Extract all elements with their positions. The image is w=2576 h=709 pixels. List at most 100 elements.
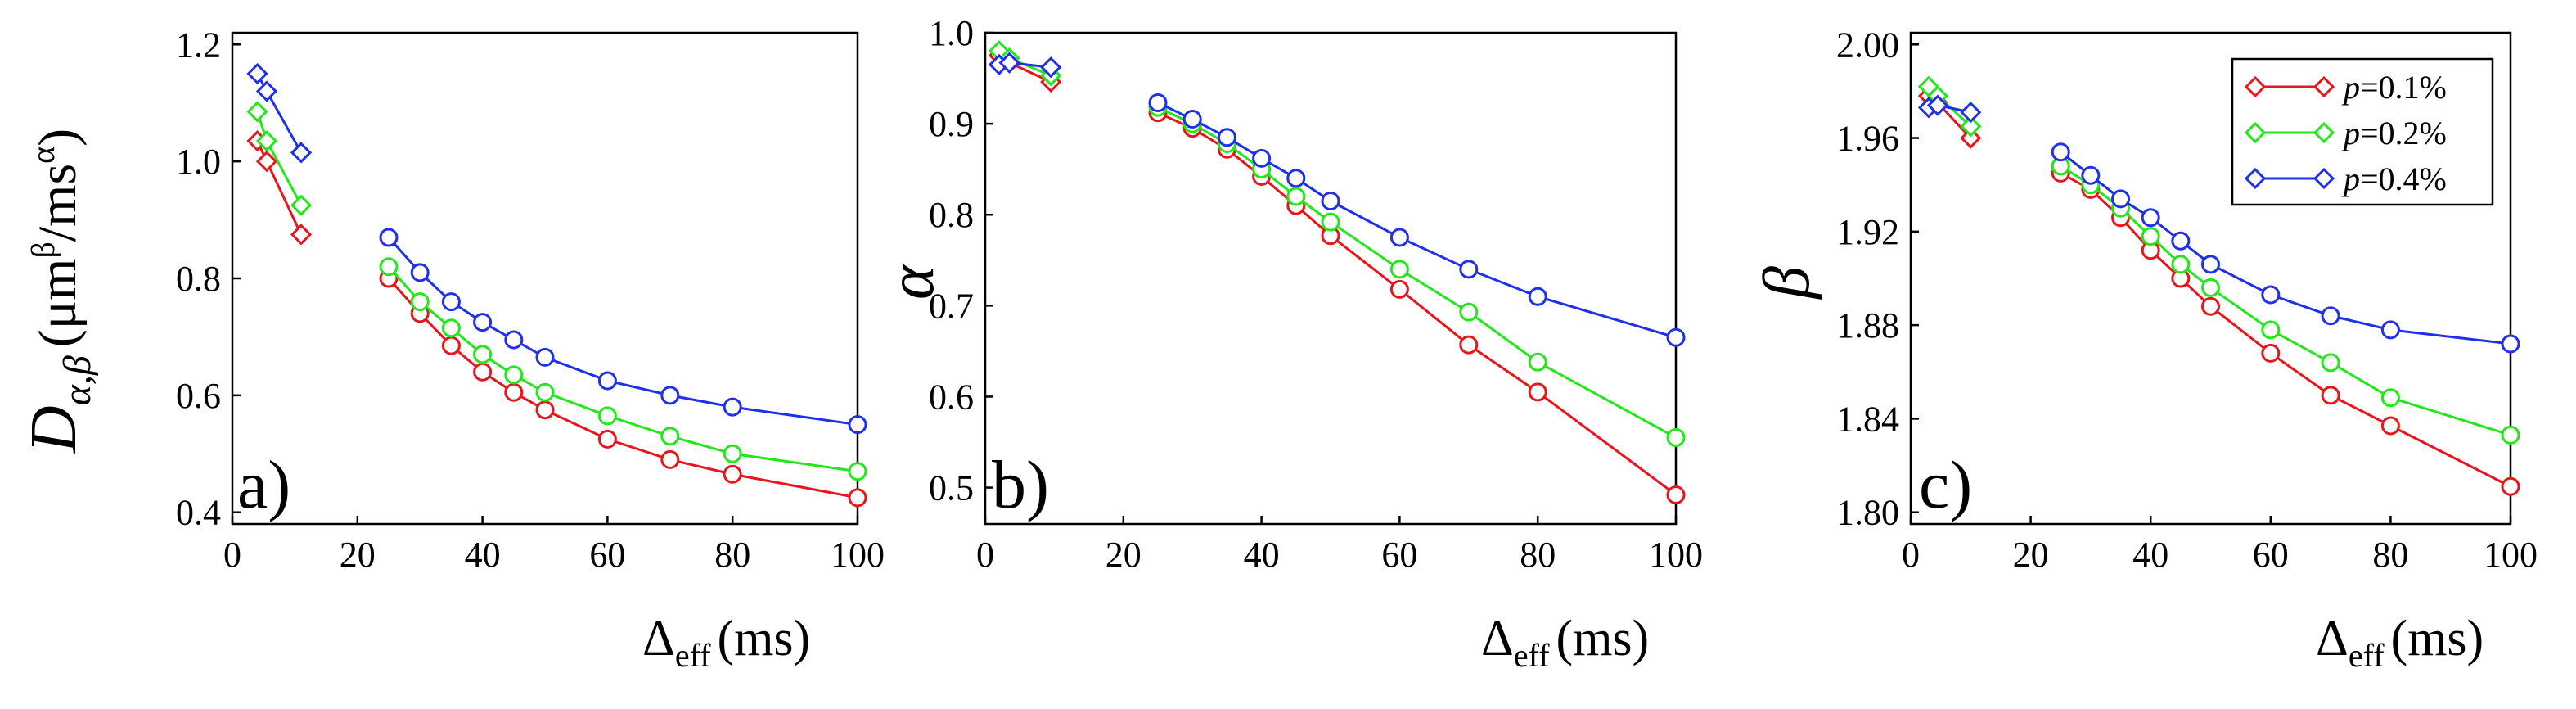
- legend-label: p=0.1%: [2341, 69, 2447, 106]
- axes-frame: [1909, 31, 2512, 526]
- circle-marker: [1666, 485, 1686, 504]
- x-label-unit: (ms): [1556, 611, 1650, 666]
- circle-marker: [2380, 320, 2400, 340]
- circle-marker: [2380, 388, 2400, 408]
- x-tick-label: 20: [1106, 535, 1142, 575]
- svg-text:α: α: [876, 264, 948, 300]
- svg-text:β: β: [1751, 266, 1823, 300]
- circle-marker: [723, 397, 742, 417]
- series-p=0.4%: [246, 62, 867, 435]
- y-tick-label: 0.4: [176, 493, 221, 533]
- circle-marker: [473, 345, 493, 364]
- circle-marker: [2081, 165, 2101, 185]
- circle-marker: [2201, 255, 2220, 274]
- diamond-marker: [290, 224, 313, 246]
- diamond-marker: [290, 142, 313, 164]
- circle-marker: [597, 429, 617, 449]
- circle-marker: [535, 347, 555, 367]
- circle-marker: [2171, 231, 2191, 251]
- legend-entry: p=0.1%: [2244, 69, 2447, 106]
- y-axis-label: Dα,β (μmβ/msα): [18, 129, 99, 454]
- panel-b: 0 20 40 60 80 100 0.5 0.6 0.7 0.8 0.9 1.0 b) Δeff (ms)…: [876, 13, 1703, 674]
- y-tick-label: 1.84: [1836, 399, 1899, 439]
- circle-marker: [2380, 416, 2400, 436]
- y-label-unit-close: ): [28, 129, 88, 147]
- circle-marker: [2051, 142, 2070, 162]
- circle-marker: [1528, 287, 1547, 306]
- x-tick-label: 60: [589, 535, 625, 575]
- series-line-long: [1157, 106, 1677, 439]
- circle-marker: [660, 386, 680, 405]
- panel-c: 0 20 40 60 80 100 1.80 1.84 1.88 1.92 1.96 2.00 c) Δe…: [1751, 25, 2538, 674]
- panel-label: b): [992, 447, 1049, 523]
- axes-frame: [231, 31, 859, 526]
- circle-marker: [2321, 306, 2340, 326]
- legend-diamond-marker: [2313, 167, 2335, 190]
- y-label-main: α: [876, 264, 948, 300]
- x-tick-label: 80: [1520, 535, 1556, 575]
- y-tick-label: 0.6: [176, 376, 221, 416]
- x-tick-label: 0: [976, 535, 994, 575]
- x-label-main: Δ: [2316, 611, 2349, 666]
- series-p=0.4%: [988, 52, 1686, 347]
- circle-marker: [1528, 382, 1547, 402]
- axes-frame: [984, 31, 1678, 526]
- x-tick-label: 100: [831, 535, 885, 575]
- circle-marker: [1459, 335, 1479, 354]
- circle-marker: [1286, 169, 1306, 188]
- circle-marker: [723, 444, 742, 463]
- x-tick-label: 20: [340, 535, 376, 575]
- circle-marker: [410, 292, 430, 312]
- circle-marker: [410, 263, 430, 282]
- panel-label: a): [237, 447, 290, 523]
- series-line-long: [2060, 165, 2511, 436]
- circle-marker: [2141, 208, 2160, 228]
- circle-marker: [1389, 228, 1409, 247]
- y-tick-label: 2.00: [1836, 25, 1899, 65]
- x-axis-label: Δeff (ms): [642, 611, 810, 674]
- legend-diamond-marker: [2313, 75, 2335, 98]
- legend-entry: p=0.2%: [2244, 115, 2447, 151]
- diamond-marker: [998, 52, 1020, 74]
- x-tick-label: 80: [2372, 535, 2408, 575]
- legend-label: p=0.4%: [2341, 160, 2447, 197]
- y-tick-label: 1.0: [929, 13, 974, 53]
- x-label-main: Δ: [642, 611, 675, 666]
- y-tick-label: 1.2: [176, 25, 221, 65]
- circle-marker: [1666, 427, 1686, 447]
- diamond-marker: [1960, 115, 1982, 138]
- y-axis-label: α: [876, 264, 948, 300]
- circle-marker: [1389, 279, 1409, 299]
- circle-marker: [2501, 476, 2520, 496]
- series-p=0.1%: [988, 44, 1686, 504]
- x-axis-label: Δeff (ms): [2316, 611, 2484, 674]
- panel-a: 0 20 40 60 80 100 0.4 0.6 0.8 1.0 1.2 a) Δeff (ms) Dα,…: [18, 25, 885, 674]
- circle-marker: [848, 488, 867, 508]
- x-label-sub: eff: [1514, 637, 1550, 674]
- circle-marker: [535, 382, 555, 402]
- circle-marker: [473, 362, 493, 382]
- diamond-marker: [255, 151, 278, 173]
- circle-marker: [1252, 148, 1272, 168]
- legend-diamond-marker: [2313, 121, 2335, 144]
- circle-marker: [2201, 296, 2220, 316]
- y-tick-label: 1.0: [176, 142, 221, 182]
- y-tick-label: 1.96: [1836, 119, 1899, 159]
- circle-marker: [441, 336, 461, 355]
- diamond-marker: [290, 194, 313, 216]
- x-label-main: Δ: [1481, 611, 1514, 666]
- series-line-long: [2060, 172, 2511, 488]
- circle-marker: [1286, 187, 1306, 206]
- y-tick-label: 0.8: [929, 195, 974, 235]
- series-line-long: [387, 278, 858, 499]
- circle-marker: [441, 292, 461, 312]
- y-tick-label: 1.88: [1836, 305, 1899, 345]
- circle-marker: [504, 382, 524, 402]
- legend-label: p=0.2%: [2341, 115, 2447, 151]
- diamond-marker: [255, 80, 278, 102]
- circle-marker: [597, 371, 617, 391]
- x-tick-label: 100: [2484, 535, 2538, 575]
- circle-marker: [1459, 302, 1479, 322]
- circle-marker: [2171, 255, 2191, 274]
